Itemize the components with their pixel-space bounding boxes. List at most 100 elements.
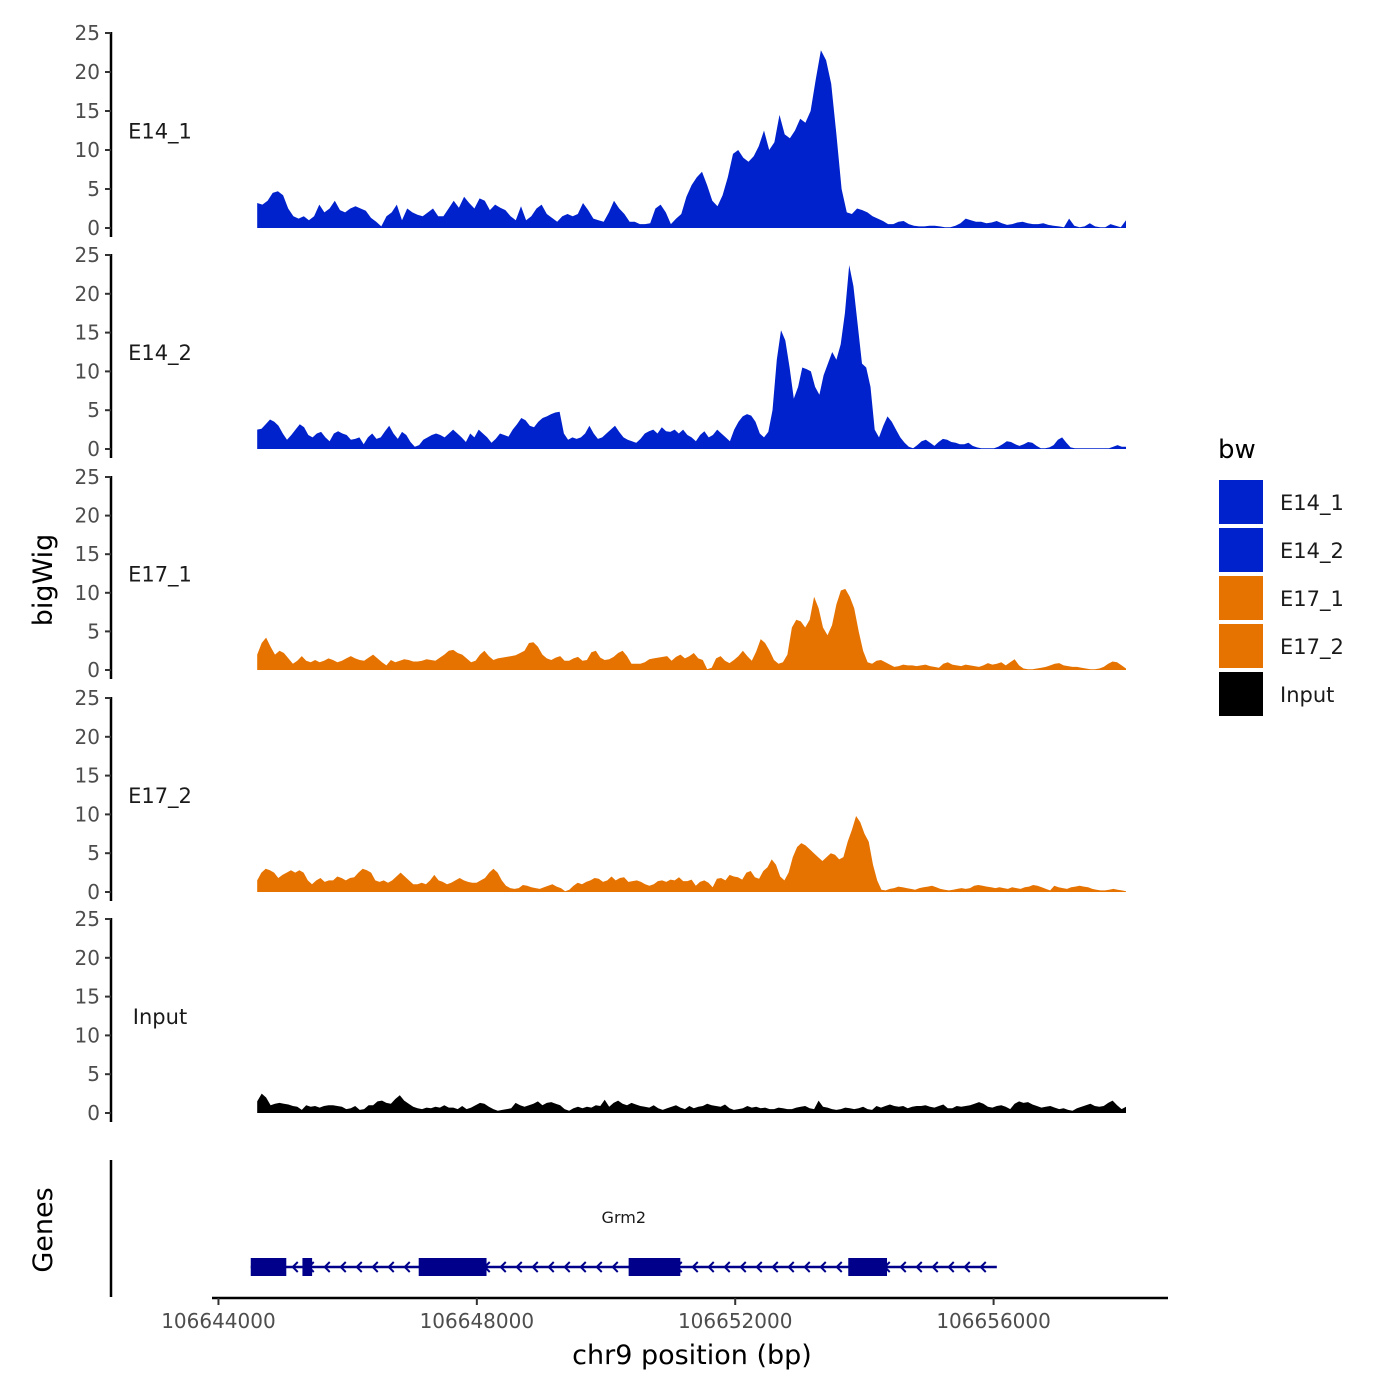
strand-arrow (707, 1261, 715, 1273)
coverage-tracks: 0 5 10 15 20 25 E14_1 0 5 10 15 20 25 E14_2 0 5 10 15 20 25… (75, 21, 1126, 1125)
strand-arrow (771, 1261, 779, 1273)
strand-arrow (787, 1261, 795, 1273)
y-tick-label: 10 (75, 359, 100, 383)
legend-title: bw (1218, 435, 1256, 465)
strand-arrow (579, 1261, 587, 1273)
strand-arrow (835, 1261, 843, 1273)
track-label: E14_1 (128, 120, 192, 145)
legend-label: E17_1 (1280, 587, 1344, 612)
legend-swatch (1219, 576, 1263, 620)
strand-arrow (739, 1261, 747, 1273)
x-tick-label: 106656000 (936, 1309, 1051, 1333)
y-tick-label: 20 (75, 60, 100, 84)
y-tick-label: 10 (75, 1023, 100, 1047)
y-tick-label: 5 (87, 841, 100, 865)
strand-arrow (355, 1261, 363, 1273)
y-tick-label: 0 (87, 658, 100, 682)
genes-track: Grm2 (109, 1160, 997, 1297)
coverage-area (257, 816, 1126, 892)
strand-arrow (323, 1261, 331, 1273)
strand-arrow (291, 1261, 299, 1273)
gene-label: Grm2 (602, 1208, 646, 1227)
coverage-area (257, 50, 1126, 229)
y-tick-label: 5 (87, 398, 100, 422)
exon (418, 1258, 487, 1276)
x-tick-label: 106648000 (420, 1309, 535, 1333)
exon (250, 1258, 287, 1276)
y-tick-label: 10 (75, 581, 100, 605)
strand-arrow (371, 1261, 379, 1273)
strand-arrow (899, 1261, 907, 1273)
track-label: E14_2 (128, 341, 192, 366)
y-tick-label: 15 (75, 321, 100, 345)
legend-label: E14_2 (1280, 539, 1344, 564)
y-tick-label: 20 (75, 725, 100, 749)
y-tick-label: 20 (75, 946, 100, 970)
legend-label: E17_2 (1280, 635, 1344, 660)
x-tick-label: 106644000 (161, 1309, 276, 1333)
strand-arrow (387, 1261, 395, 1273)
y-tick-label: 5 (87, 177, 100, 201)
track-label: Input (133, 1005, 187, 1029)
legend: bw E14_1 E14_2 E17_1 E17_2 Input (1218, 435, 1344, 716)
strand-arrow (819, 1261, 827, 1273)
strand-arrow (723, 1261, 731, 1273)
genes-axis-title: Genes (28, 1187, 59, 1272)
x-axis: 106644000 106648000 106652000 106656000 (161, 1296, 1168, 1333)
strand-arrow (963, 1261, 971, 1273)
strand-arrow (339, 1261, 347, 1273)
y-tick-label: 15 (75, 764, 100, 788)
exon (848, 1258, 888, 1276)
y-tick-label: 25 (75, 686, 100, 710)
legend-swatch (1219, 624, 1263, 668)
legend-label: E14_1 (1280, 491, 1344, 516)
track-e14-1: 0 5 10 15 20 25 E14_1 (75, 21, 1126, 240)
legend-label: Input (1280, 683, 1334, 707)
strand-arrow (563, 1261, 571, 1273)
y-tick-label: 25 (75, 21, 100, 45)
coverage-area (257, 265, 1126, 449)
track-e14-2: 0 5 10 15 20 25 E14_2 (75, 243, 1126, 461)
strand-arrow (403, 1261, 411, 1273)
y-tick-label: 5 (87, 1062, 100, 1086)
y-tick-label: 15 (75, 542, 100, 566)
legend-swatch (1219, 528, 1263, 572)
exon (302, 1258, 313, 1276)
track-e17-1: 0 5 10 15 20 25 E17_1 (75, 465, 1126, 682)
strand-arrow (931, 1261, 939, 1273)
y-tick-label: 5 (87, 619, 100, 643)
strand-arrow (595, 1261, 603, 1273)
legend-swatch (1219, 480, 1263, 524)
y-tick-label: 20 (75, 282, 100, 306)
coverage-area (257, 1093, 1126, 1113)
strand-arrow (531, 1261, 539, 1273)
strand-arrow (499, 1261, 507, 1273)
y-tick-label: 10 (75, 138, 100, 162)
y-tick-label: 0 (87, 1101, 100, 1125)
strand-arrow (515, 1261, 523, 1273)
legend-swatch (1219, 672, 1263, 716)
strand-arrow (547, 1261, 555, 1273)
y-tick-label: 20 (75, 504, 100, 528)
y-tick-label: 25 (75, 907, 100, 931)
y-tick-label: 25 (75, 465, 100, 489)
track-label: E17_2 (128, 784, 192, 809)
y-tick-label: 0 (87, 880, 100, 904)
strand-arrow (947, 1261, 955, 1273)
track-label: E17_1 (128, 563, 192, 588)
y-tick-label: 0 (87, 216, 100, 240)
y-tick-label: 10 (75, 802, 100, 826)
strand-arrow (611, 1261, 619, 1273)
coverage-area (257, 588, 1126, 670)
strand-arrow (691, 1261, 699, 1273)
y-tick-label: 15 (75, 985, 100, 1009)
strand-arrow (979, 1261, 987, 1273)
x-tick-label: 106652000 (678, 1309, 793, 1333)
strand-arrow (803, 1261, 811, 1273)
y-tick-label: 25 (75, 243, 100, 267)
track-e17-2: 0 5 10 15 20 25 E17_2 (75, 686, 1126, 904)
strand-arrow (915, 1261, 923, 1273)
y-tick-label: 15 (75, 99, 100, 123)
x-axis-title: chr9 position (bp) (572, 1340, 812, 1371)
